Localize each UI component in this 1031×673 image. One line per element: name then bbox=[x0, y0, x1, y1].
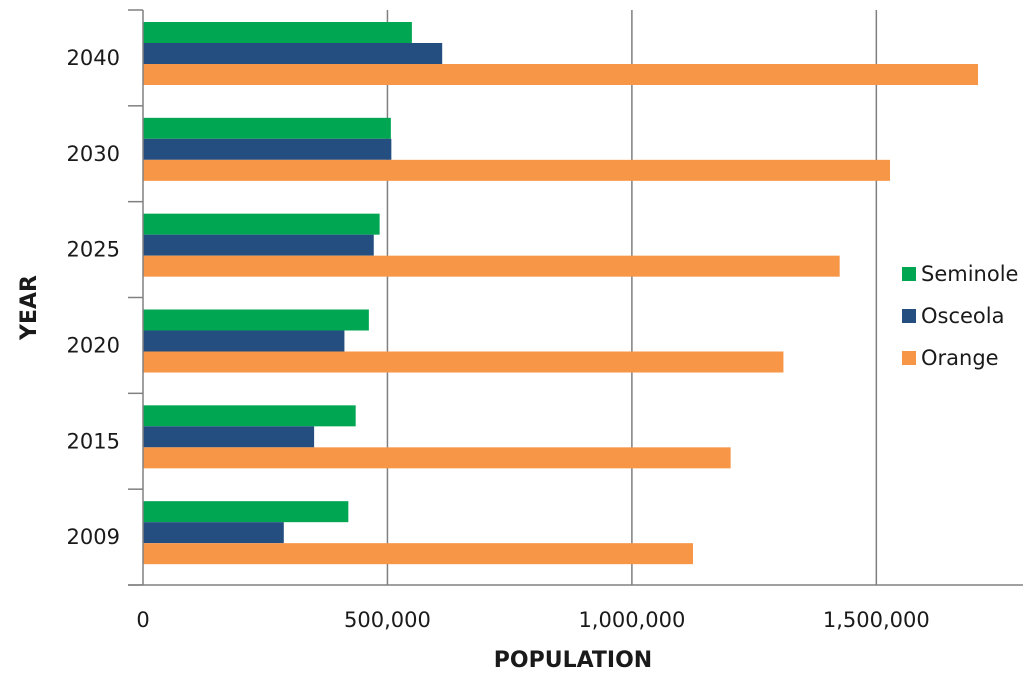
x-tick-label: 500,000 bbox=[344, 608, 431, 632]
bar-osceola bbox=[143, 138, 392, 160]
gridlines bbox=[386, 10, 878, 585]
legend-label-seminole: Seminole bbox=[921, 262, 1018, 286]
y-tick-label: 2020 bbox=[67, 333, 120, 357]
bar-orange bbox=[143, 255, 840, 277]
axes bbox=[128, 10, 1023, 586]
y-tick-label: 2009 bbox=[67, 525, 120, 549]
x-tick-label: 1,500,000 bbox=[823, 608, 930, 632]
bar-seminole bbox=[143, 117, 391, 139]
bar-osceola bbox=[143, 234, 374, 256]
legend-label-orange: Orange bbox=[921, 346, 999, 370]
bar-osceola bbox=[143, 330, 345, 352]
x-axis-title: POPULATION bbox=[494, 648, 652, 673]
legend-swatch-osceola bbox=[902, 309, 916, 323]
bar-orange bbox=[143, 447, 731, 469]
y-tick-label: 2015 bbox=[67, 429, 120, 453]
bar-seminole bbox=[143, 405, 356, 427]
bar-seminole bbox=[143, 22, 412, 43]
bar-orange bbox=[143, 64, 979, 85]
bar-osceola bbox=[143, 43, 443, 64]
legend-swatch-orange bbox=[902, 351, 916, 365]
bar-osceola bbox=[143, 522, 284, 544]
tick-labels: 0 500,000 1,000,000 1,500,000 2009 2015 2020 20… bbox=[67, 9, 930, 632]
y-tick-label: 2030 bbox=[67, 142, 120, 166]
bar-seminole bbox=[143, 309, 369, 331]
y-axis-title: YEAR bbox=[17, 275, 42, 341]
bar-orange bbox=[143, 159, 891, 181]
y-tick-label: 2025 bbox=[67, 238, 120, 262]
bar-seminole bbox=[143, 501, 349, 523]
bar-osceola bbox=[143, 426, 315, 448]
x-tick-label: 0 bbox=[136, 608, 149, 632]
bars bbox=[143, 22, 979, 565]
legend: Seminole Osceola Orange bbox=[902, 262, 1018, 370]
legend-label-osceola: Osceola bbox=[921, 304, 1005, 328]
legend-swatch-seminole bbox=[902, 267, 916, 281]
bar-orange bbox=[143, 543, 693, 565]
bar-orange bbox=[143, 351, 784, 373]
x-tick-label: 1,000,000 bbox=[578, 608, 685, 632]
bar-seminole bbox=[143, 213, 380, 235]
y-tick-label: 2040 bbox=[67, 46, 120, 70]
